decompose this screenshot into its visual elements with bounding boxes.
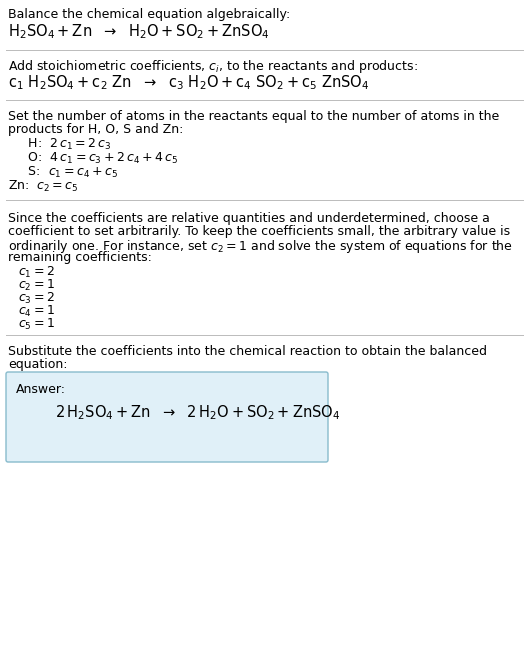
Text: Zn:  $c_2 = c_5$: Zn: $c_2 = c_5$ — [8, 179, 78, 194]
Text: H:  $2\,c_1 = 2\,c_3$: H: $2\,c_1 = 2\,c_3$ — [20, 137, 111, 152]
Text: Answer:: Answer: — [16, 383, 66, 396]
Text: $c_1 = 2$: $c_1 = 2$ — [18, 265, 55, 280]
Text: $c_2 = 1$: $c_2 = 1$ — [18, 278, 55, 293]
Text: $c_5 = 1$: $c_5 = 1$ — [18, 317, 55, 332]
Text: $c_3 = 2$: $c_3 = 2$ — [18, 291, 55, 306]
Text: Substitute the coefficients into the chemical reaction to obtain the balanced: Substitute the coefficients into the che… — [8, 345, 487, 358]
Text: Since the coefficients are relative quantities and underdetermined, choose a: Since the coefficients are relative quan… — [8, 212, 490, 225]
Text: ordinarily one. For instance, set $c_2 = 1$ and solve the system of equations fo: ordinarily one. For instance, set $c_2 =… — [8, 238, 513, 255]
Text: $\mathrm{2\,H_2SO_4 + Zn\ \ {\rightarrow}\ \ 2\,H_2O + SO_2 + ZnSO_4}$: $\mathrm{2\,H_2SO_4 + Zn\ \ {\rightarrow… — [55, 403, 340, 422]
Text: Add stoichiometric coefficients, $c_i$, to the reactants and products:: Add stoichiometric coefficients, $c_i$, … — [8, 58, 418, 75]
Text: Balance the chemical equation algebraically:: Balance the chemical equation algebraica… — [8, 8, 290, 21]
Text: $\mathrm{H_2SO_4 + Zn\ \ {\rightarrow}\ \ H_2O + SO_2 + ZnSO_4}$: $\mathrm{H_2SO_4 + Zn\ \ {\rightarrow}\ … — [8, 22, 270, 41]
Text: coefficient to set arbitrarily. To keep the coefficients small, the arbitrary va: coefficient to set arbitrarily. To keep … — [8, 225, 510, 238]
Text: $\mathrm{c_1\ H_2SO_4 + c_2\ Zn\ \ {\rightarrow}\ \ c_3\ H_2O + c_4\ SO_2 + c_5\: $\mathrm{c_1\ H_2SO_4 + c_2\ Zn\ \ {\rig… — [8, 73, 369, 92]
FancyBboxPatch shape — [6, 372, 328, 462]
Text: $c_4 = 1$: $c_4 = 1$ — [18, 304, 55, 319]
Text: O:  $4\,c_1 = c_3 + 2\,c_4 + 4\,c_5$: O: $4\,c_1 = c_3 + 2\,c_4 + 4\,c_5$ — [20, 151, 178, 166]
Text: products for H, O, S and Zn:: products for H, O, S and Zn: — [8, 123, 184, 136]
Text: S:  $c_1 = c_4 + c_5$: S: $c_1 = c_4 + c_5$ — [20, 165, 118, 180]
Text: equation:: equation: — [8, 358, 68, 371]
Text: remaining coefficients:: remaining coefficients: — [8, 251, 152, 264]
Text: Set the number of atoms in the reactants equal to the number of atoms in the: Set the number of atoms in the reactants… — [8, 110, 499, 123]
